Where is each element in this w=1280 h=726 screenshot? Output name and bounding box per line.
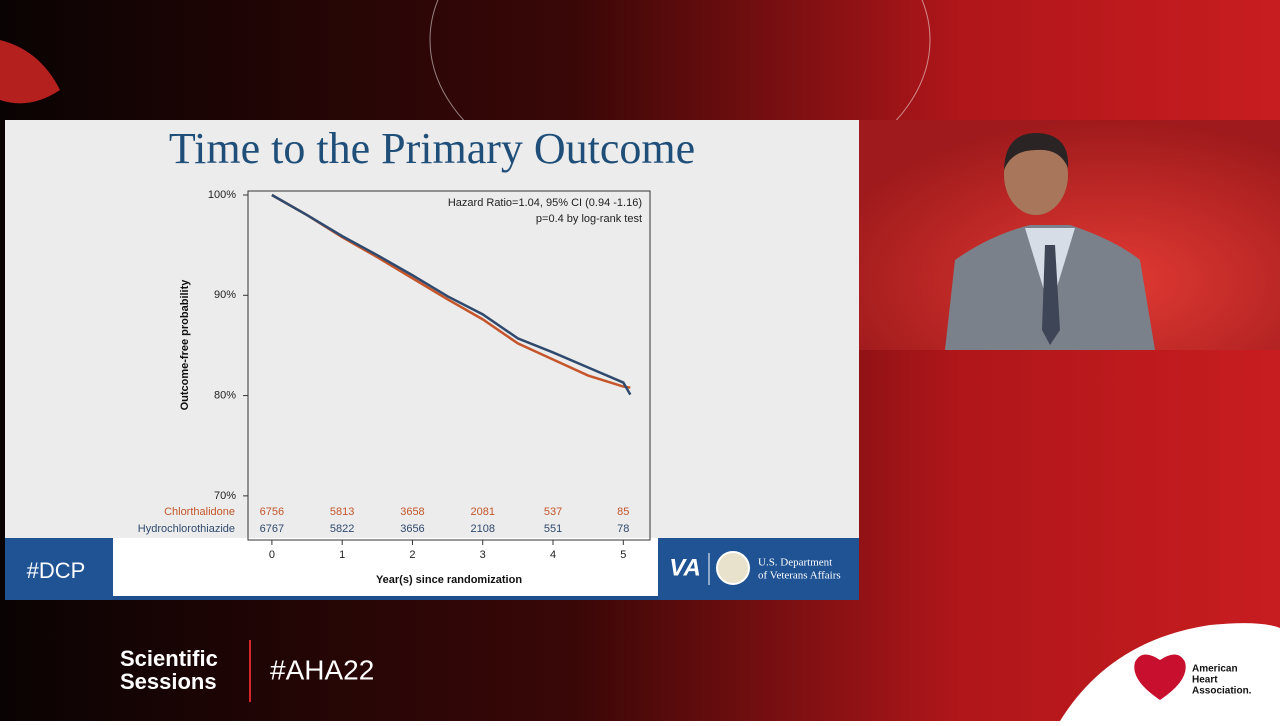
speaker-head [1004, 135, 1068, 215]
sponsor-line: Heart [1192, 675, 1218, 686]
speaker-hair [1004, 132, 1069, 170]
dcp-box [5, 538, 113, 600]
x-tick-label: 2 [409, 549, 415, 561]
y-tick-label: 70% [214, 490, 236, 502]
speaker-tie [1042, 245, 1060, 345]
slide-footer-rule [5, 596, 859, 600]
slide [5, 120, 859, 600]
va-seal [716, 551, 750, 585]
at-risk-count: 2081 [470, 506, 494, 518]
x-tick-label: 1 [339, 549, 345, 561]
at-risk-count: 78 [617, 523, 629, 535]
at-risk-count: 3656 [400, 523, 424, 535]
agency-line: U.S. Department [758, 557, 832, 569]
y-tick-label: 80% [214, 389, 236, 401]
va-logo: VA [669, 554, 701, 581]
slide-hashtag: #DCP [27, 558, 86, 583]
x-axis-label: Year(s) since randomization [376, 574, 522, 586]
at-risk-count: 5822 [330, 523, 354, 535]
x-tick-label: 5 [620, 549, 626, 561]
at-risk-count: 6756 [260, 506, 284, 518]
plot-frame [247, 190, 651, 541]
chart-title: Time to the Primary Outcome [169, 124, 695, 173]
at-risk-count: 85 [617, 506, 629, 518]
at-risk-count: 551 [544, 523, 562, 535]
va-box [658, 538, 859, 600]
at-risk-count: 537 [544, 506, 562, 518]
event-name: Scientific [120, 646, 218, 671]
event-name: Sessions [120, 669, 217, 694]
agency-line: of Veterans Affairs [758, 570, 841, 582]
y-tick-label: 100% [208, 189, 236, 201]
at-risk-count: 6767 [260, 523, 284, 535]
y-tick-label: 90% [214, 289, 236, 301]
series-line [271, 193, 632, 396]
y-axis-label: Outcome-free probability [179, 279, 191, 411]
at-risk-count: 3658 [400, 506, 424, 518]
sponsor-line: Association. [1192, 686, 1252, 697]
x-tick-label: 3 [480, 549, 486, 561]
sponsor-line: American [1192, 664, 1238, 675]
decor [0, 40, 60, 104]
x-tick-label: 4 [550, 549, 556, 561]
annotation: Hazard Ratio=1.04, 95% CI (0.94 -1.16) [448, 197, 642, 209]
event-hashtag: #AHA22 [270, 654, 374, 685]
at-risk-label: Hydrochlorothiazide [138, 523, 235, 535]
at-risk-count: 2108 [470, 523, 494, 535]
at-risk-label: Chlorthalidone [164, 506, 235, 518]
x-tick-label: 0 [269, 549, 275, 561]
annotation: p=0.4 by log-rank test [536, 213, 642, 225]
chart: 70% 80% 90% 100% 0 1 2 3 4 5 Year(s) since randomi… [138, 189, 651, 586]
aha-heart [1134, 654, 1186, 700]
at-risk-count: 5813 [330, 506, 354, 518]
